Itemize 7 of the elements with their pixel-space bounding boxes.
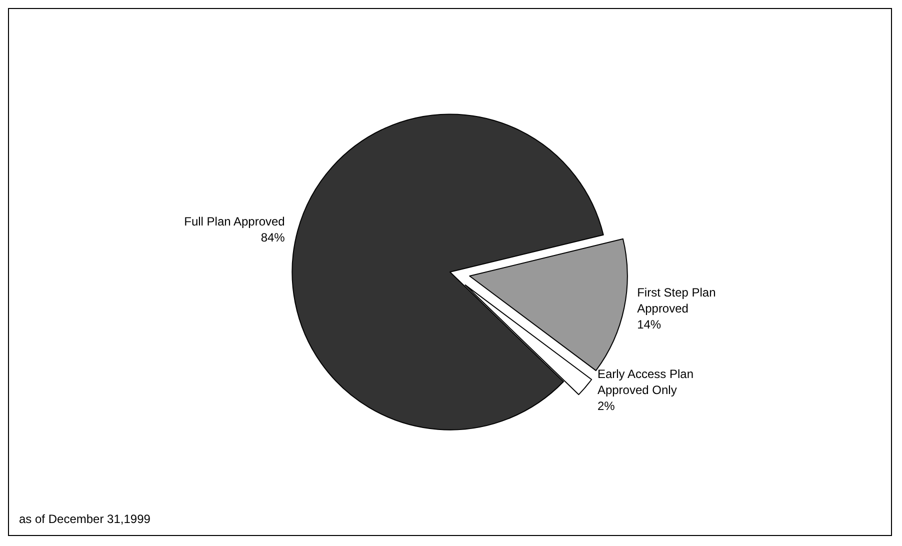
text: as of December 31,1999 bbox=[19, 512, 151, 526]
slice-label: Early Access Plan Approved Only bbox=[597, 366, 697, 397]
data-label: 2% bbox=[597, 398, 616, 413]
slice-label: Full Plan Approved bbox=[184, 214, 285, 229]
data-label: 14% bbox=[637, 318, 662, 332]
slice-label: First Step Plan Approved bbox=[637, 286, 720, 316]
data-label: 84% bbox=[260, 230, 286, 245]
